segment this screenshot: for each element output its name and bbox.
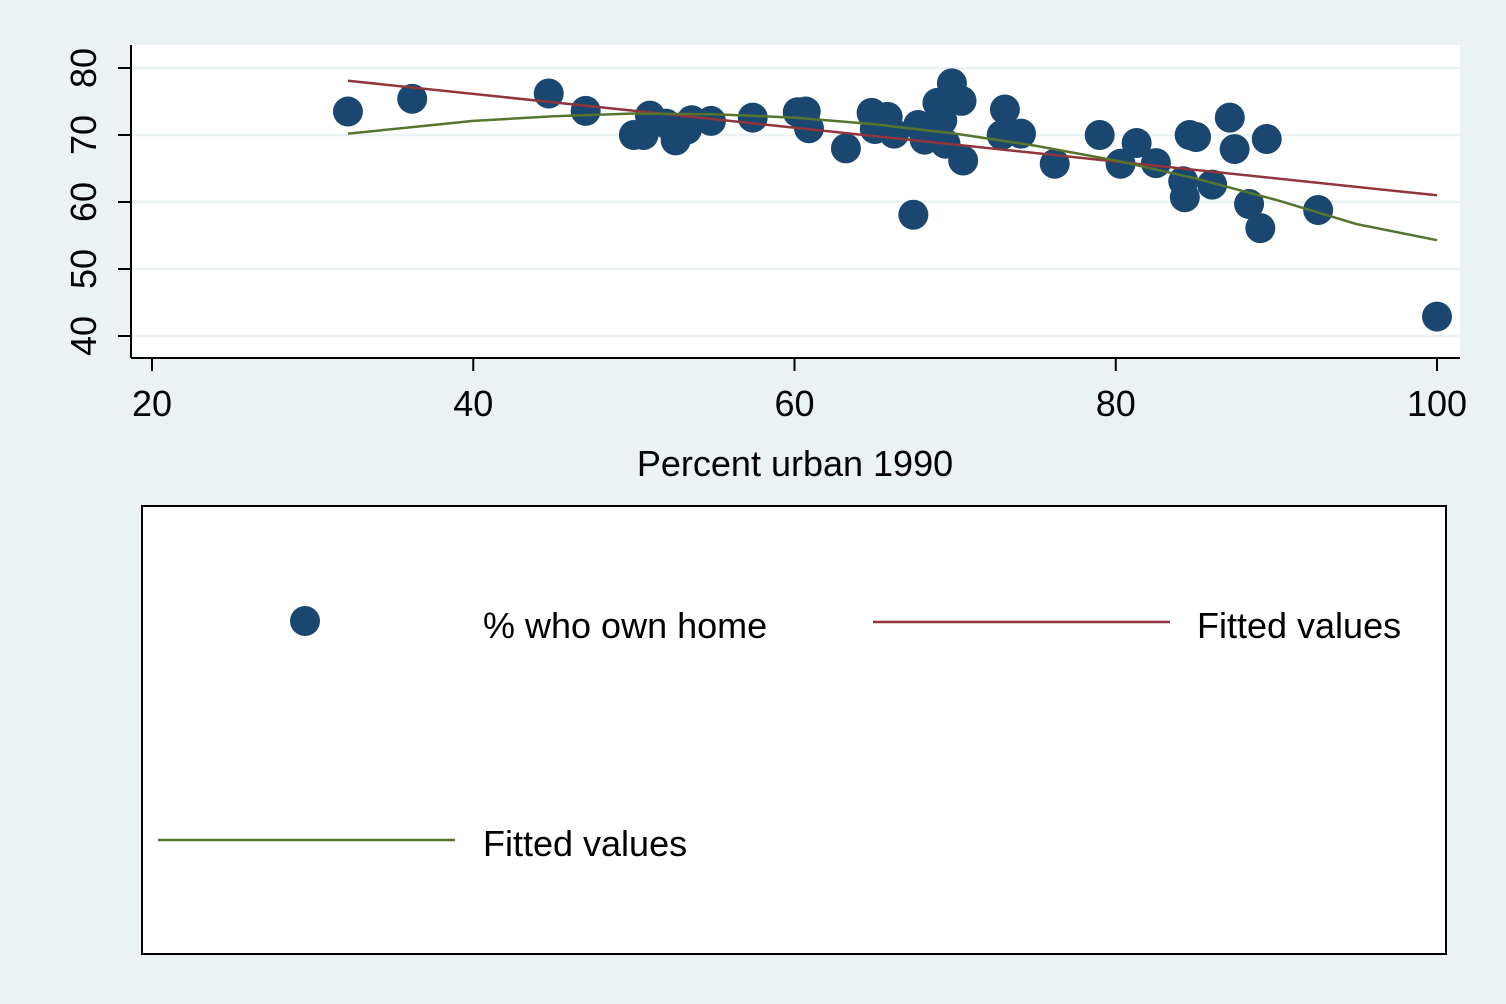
x-tick-label-1: 40 [453,383,493,424]
legend-label-home-ownership: % who own home [483,605,767,646]
y-tick-label-2: 60 [63,182,104,222]
x-tick-label-0: 20 [132,383,172,424]
data-point-49 [1422,301,1452,332]
data-point-0 [332,96,363,127]
data-point-44 [1219,134,1250,165]
series-layer [332,68,1452,332]
y-tick-label-1: 50 [63,249,104,289]
legend-label-linear-fit: Fitted values [1197,605,1401,646]
data-point-48 [1303,195,1334,226]
data-point-16 [830,133,861,164]
data-point-12 [737,102,768,133]
data-point-29 [948,145,979,176]
data-point-45 [1234,189,1265,220]
data-point-25 [927,105,958,136]
data-point-35 [1105,148,1136,179]
legend-label-quadratic-fit: Fitted values [483,823,687,864]
data-point-1 [397,83,428,114]
data-point-34 [1084,120,1115,150]
data-point-47 [1251,124,1282,155]
y-tick-label-4: 80 [63,48,104,88]
data-point-39 [1169,182,1200,213]
quadratic-fit-line [347,112,1438,242]
data-point-41 [1181,122,1212,153]
data-point-42 [1197,169,1228,200]
legend-marker-home-ownership [290,606,320,636]
y-tick-label-3: 70 [63,115,104,155]
data-point-3 [570,95,601,126]
legend: % who own home Fitted values Fitted valu… [141,505,1447,955]
x-tick-label-2: 60 [774,383,814,424]
data-point-37 [1140,148,1171,179]
data-point-31 [989,94,1020,125]
x-ticks: 20 40 60 80 100 [132,358,1467,424]
x-axis-label: Percent urban 1990 [637,443,953,484]
linear-fit-line [347,79,1438,197]
data-point-28 [946,85,977,116]
legend-box [141,505,1447,955]
y-ticks: 40 50 60 70 80 [63,48,131,356]
x-tick-label-3: 80 [1096,383,1136,424]
y-tick-label-0: 40 [63,316,104,356]
data-point-36 [1121,128,1152,159]
data-point-43 [1214,102,1245,133]
data-point-46 [1245,213,1276,244]
x-tick-label-4: 100 [1407,383,1467,424]
data-point-21 [898,199,929,230]
